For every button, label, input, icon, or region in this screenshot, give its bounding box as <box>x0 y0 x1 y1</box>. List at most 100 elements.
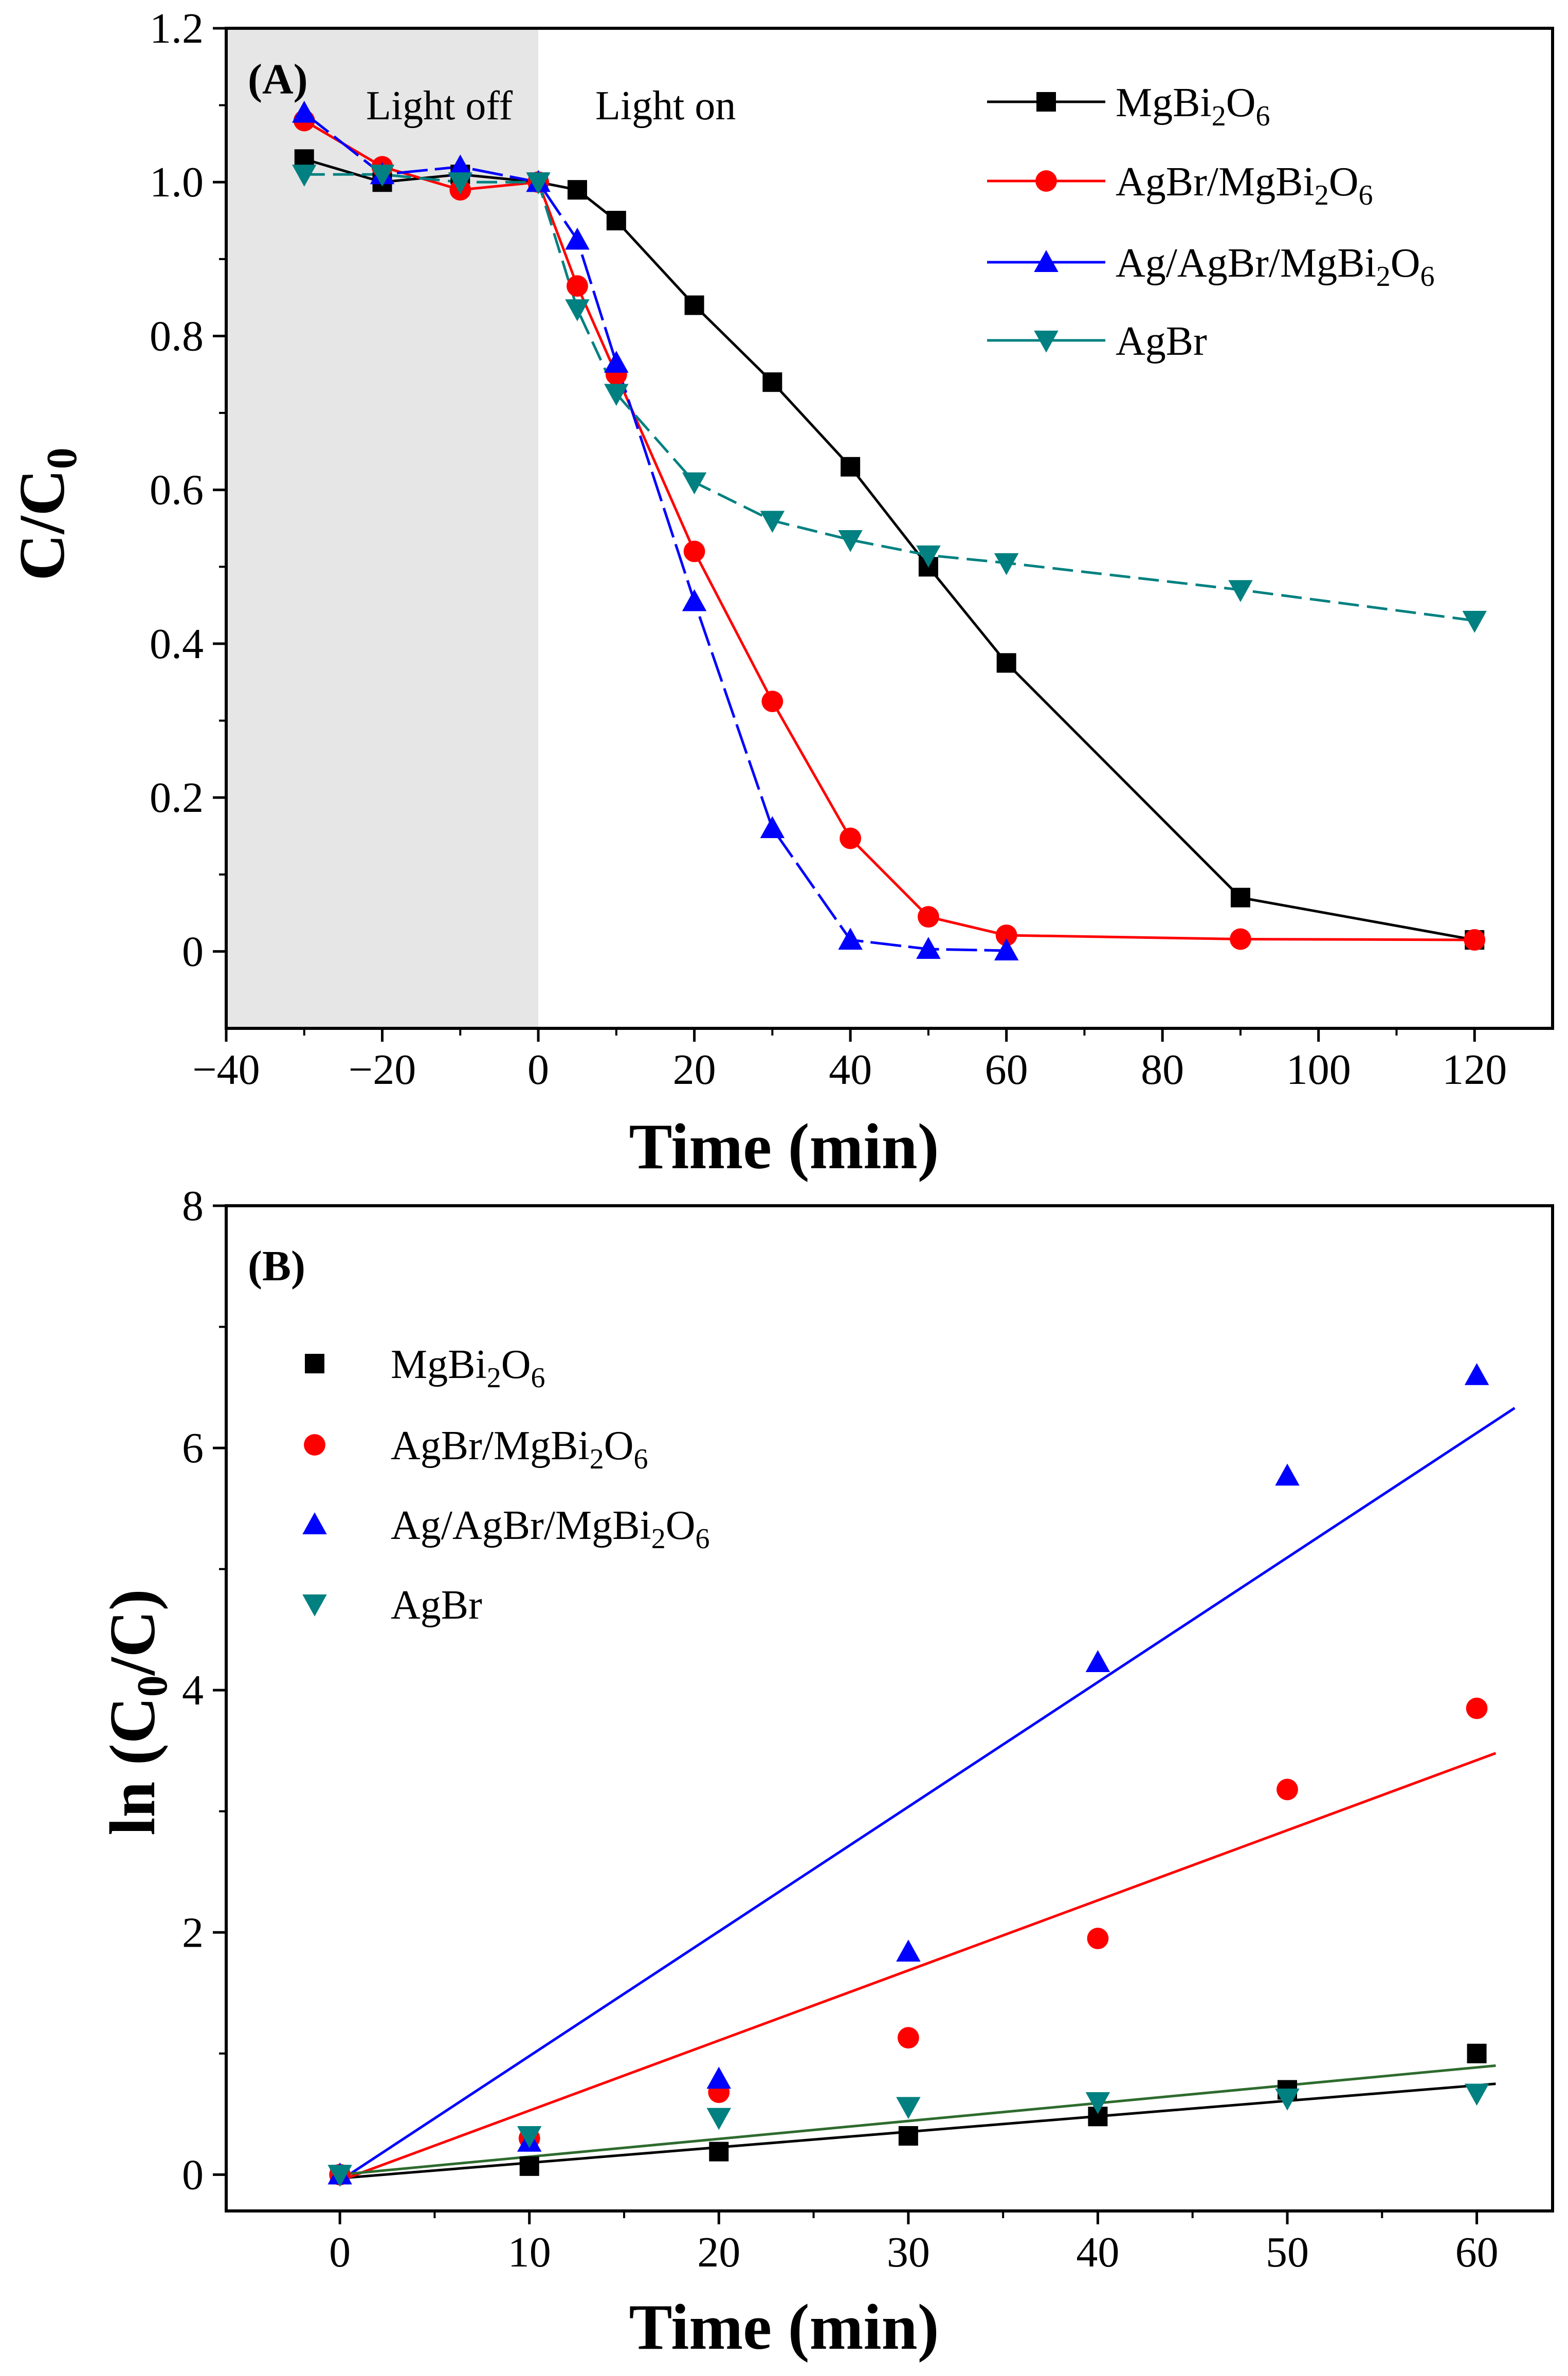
fit-line-ag-agbr-mgbi2o6 <box>339 1407 1516 2182</box>
data-point-agbr <box>1228 580 1253 602</box>
data-point-agbr <box>760 511 785 533</box>
data-point-agbr <box>604 384 629 406</box>
data-point-ag-agbr-mgbi2o6 <box>706 2066 732 2089</box>
panel-b-y-axis-title: ln (C0/C) <box>97 1589 176 1836</box>
a-x-tick-label: 80 <box>1141 1046 1184 1094</box>
data-point-mgbi2o6 <box>684 295 704 315</box>
data-point-ag-agbr-mgbi2o6 <box>1275 1463 1300 1486</box>
data-point-ag-agbr-mgbi2o6 <box>292 100 317 123</box>
data-point-agbr <box>1275 2088 1300 2111</box>
legend-label-mgbi2o6: MgBi2O6 <box>1116 80 1270 132</box>
b-y-tick-label: 8 <box>182 1182 204 1230</box>
legend-label-agbr-mgbi2o6: AgBr/MgBi2O6 <box>391 1423 648 1475</box>
b-x-tick-label: 0 <box>329 2228 351 2276</box>
data-point-ag-agbr-mgbi2o6 <box>994 938 1019 960</box>
data-point-agbr <box>327 2165 352 2187</box>
panel-a-chart: −40 −20 0 20 40 60 80 100 120 0 0.2 0.4 0.6 0.8 1.0 1.2… <box>7 5 1554 1183</box>
series-line-ag-agbr-mgbi2o6 <box>303 112 1007 952</box>
data-point-agbr <box>838 530 863 552</box>
data-point-agbr <box>682 472 707 495</box>
data-point-agbr-mgbi2o6 <box>1277 1779 1298 1801</box>
b-y-tick-label: 2 <box>182 1909 204 1956</box>
data-point-mgbi2o6 <box>1467 2043 1487 2063</box>
b-x-tick-label: 50 <box>1266 2228 1309 2276</box>
data-point-mgbi2o6 <box>841 457 861 477</box>
data-point-agbr <box>565 299 590 321</box>
data-point-agbr-mgbi2o6 <box>761 691 783 713</box>
svg-text:C/C0: C/C0 <box>7 448 86 581</box>
b-x-tick-label: 10 <box>508 2228 551 2276</box>
data-point-agbr <box>526 172 551 194</box>
panel-a-axes-frame <box>225 27 1554 1030</box>
data-point-agbr <box>896 2097 921 2119</box>
a-y-tick-label: 0 <box>182 928 204 975</box>
a-x-tick-label: −20 <box>349 1046 416 1094</box>
fit-line-agbr <box>339 2064 1496 2176</box>
a-x-tick-label: 20 <box>673 1046 716 1094</box>
panel-b-chart: 0 10 20 30 40 50 60 0 2 4 6 8 (B) MgBi2O6 AgBr/MgBi2… <box>97 1182 1554 2363</box>
data-point-agbr-mgbi2o6 <box>1230 928 1251 950</box>
data-point-agbr <box>517 2126 542 2148</box>
a-x-tick-label: 60 <box>985 1046 1028 1094</box>
data-point-mgbi2o6 <box>898 2126 918 2146</box>
data-point-agbr-mgbi2o6 <box>897 2027 919 2049</box>
legend-marker-agbr <box>302 1594 327 1617</box>
legend-label-agbr: AgBr <box>391 1583 482 1628</box>
legend-marker-agbr <box>1034 331 1059 353</box>
a-x-tick-label: 120 <box>1442 1046 1507 1094</box>
legend-label-agbr: AgBr <box>1116 319 1207 364</box>
data-point-mgbi2o6 <box>762 372 782 392</box>
data-point-mgbi2o6 <box>519 2156 539 2176</box>
data-point-ag-agbr-mgbi2o6 <box>448 154 473 177</box>
a-x-tick-label: −40 <box>192 1046 260 1094</box>
legend-label-agbr-mgbi2o6: AgBr/MgBi2O6 <box>1116 159 1373 211</box>
legend-marker-mgbi2o6 <box>305 1354 324 1373</box>
a-y-tick-label: 1.2 <box>150 5 204 52</box>
data-point-ag-agbr-mgbi2o6 <box>838 928 863 950</box>
a-x-tick-label: 40 <box>829 1046 872 1094</box>
data-point-agbr <box>1462 611 1487 633</box>
panel-a-legend: MgBi2O6 AgBr/MgBi2O6 Ag/AgBr/MgBi2O6 AgBr <box>987 80 1435 364</box>
a-y-tick-label: 0.8 <box>150 312 204 360</box>
panel-b-legend: MgBi2O6 AgBr/MgBi2O6 Ag/AgBr/MgBi2O6 AgBr <box>302 1342 710 1628</box>
b-x-tick-label: 60 <box>1455 2228 1499 2276</box>
data-point-ag-agbr-mgbi2o6 <box>682 589 707 611</box>
data-point-mgbi2o6 <box>606 211 626 231</box>
panel-a-x-axis-title: Time (min) <box>629 1111 939 1183</box>
data-point-agbr-mgbi2o6 <box>683 540 705 563</box>
data-point-mgbi2o6 <box>1230 887 1250 908</box>
legend-marker-agbr-mgbi2o6 <box>1035 170 1057 192</box>
legend-marker-mgbi2o6 <box>1036 92 1056 112</box>
data-point-agbr-mgbi2o6 <box>995 924 1017 946</box>
data-point-agbr <box>994 553 1019 575</box>
b-x-tick-label: 30 <box>887 2228 930 2276</box>
fit-line-agbr-mgbi2o6 <box>339 1752 1497 2182</box>
a-x-tick-label: 100 <box>1286 1046 1351 1094</box>
data-point-agbr <box>370 165 395 187</box>
data-point-agbr-mgbi2o6 <box>1466 1697 1488 1719</box>
b-y-tick-label: 4 <box>182 1666 204 1714</box>
data-point-agbr <box>706 2108 732 2130</box>
data-point-ag-agbr-mgbi2o6 <box>916 937 941 959</box>
b-y-tick-label: 6 <box>182 1424 204 1472</box>
panel-a-markers <box>292 100 1487 960</box>
data-point-agbr <box>916 545 941 568</box>
data-point-agbr-mgbi2o6 <box>1087 1928 1109 1949</box>
b-y-tick-label: 0 <box>182 2151 204 2199</box>
legend-label-ag-agbr-mgbi2o6: Ag/AgBr/MgBi2O6 <box>1116 241 1435 293</box>
data-point-ag-agbr-mgbi2o6 <box>1464 1363 1489 1385</box>
a-x-tick-label: 0 <box>527 1046 549 1094</box>
b-x-tick-label: 20 <box>697 2228 740 2276</box>
panel-b-markers <box>327 1363 1489 2187</box>
a-y-tick-label: 0.6 <box>150 466 204 514</box>
legend-marker-ag-agbr-mgbi2o6 <box>1034 250 1059 272</box>
light-off-shaded-region <box>226 28 539 1028</box>
light-on-label: Light on <box>595 83 736 129</box>
data-point-ag-agbr-mgbi2o6 <box>565 227 590 250</box>
panel-a-y-axis-title: C/C0 <box>7 448 86 581</box>
data-point-agbr <box>1085 2092 1110 2114</box>
panel-a-label: (A) <box>248 56 308 103</box>
data-point-agbr-mgbi2o6 <box>1464 929 1486 951</box>
data-point-agbr <box>292 165 317 187</box>
